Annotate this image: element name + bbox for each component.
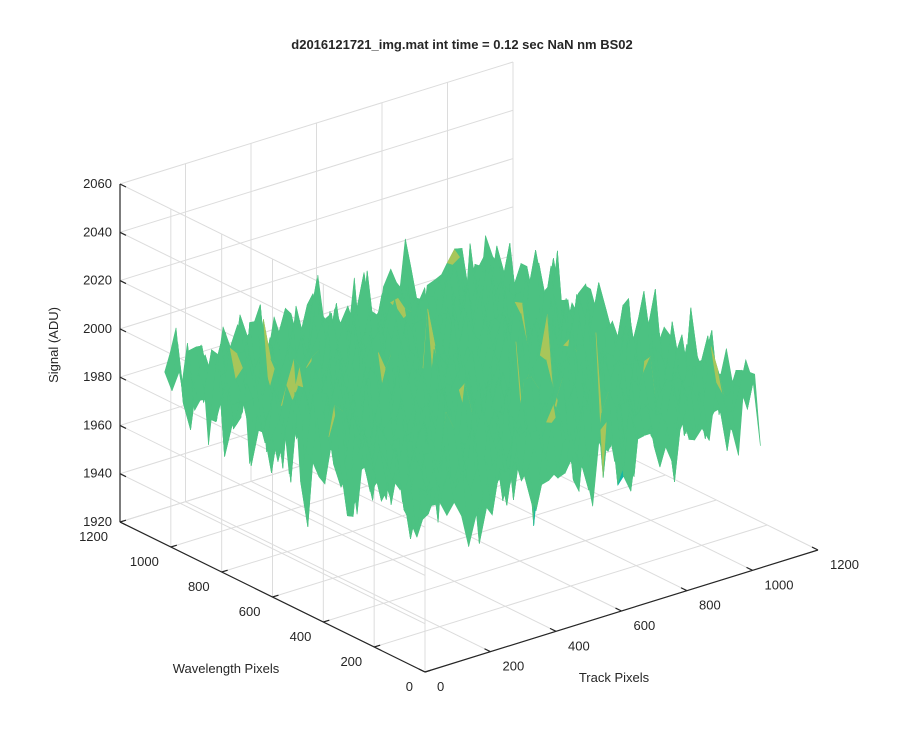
- grid-line: [119, 109, 514, 233]
- grid-line: [119, 61, 514, 185]
- grid-line: [323, 499, 717, 623]
- z-tick-label: 2020: [83, 273, 112, 288]
- z-tick-label: 2060: [83, 176, 112, 191]
- z-tick: [119, 328, 127, 333]
- z-tick: [119, 473, 127, 478]
- grid-line: [374, 524, 768, 648]
- chart-title: d2016121721_img.mat int time = 0.12 sec …: [291, 37, 632, 52]
- z-tick-label: 2000: [83, 321, 112, 336]
- x-tick: [418, 668, 426, 673]
- x-tick-label: 1200: [830, 557, 859, 572]
- surface: [164, 235, 761, 547]
- z-tick-label: 2040: [83, 224, 112, 239]
- y-tick-label: 1200: [79, 529, 108, 544]
- grid-line: [119, 473, 426, 625]
- tick-labels: 1920194019601980200020202040206002004006…: [79, 176, 859, 694]
- z-tick: [119, 521, 127, 526]
- z-tick-label: 1940: [83, 466, 112, 481]
- grid-line: [119, 424, 426, 576]
- x-tick: [811, 546, 819, 551]
- y-tick-label: 0: [406, 679, 413, 694]
- grid-line: [119, 158, 514, 282]
- grid-line: [119, 206, 514, 330]
- x-tick: [615, 607, 622, 612]
- z-tick: [119, 280, 127, 285]
- x-tick-label: 0: [437, 679, 444, 694]
- z-tick-label: 1920: [83, 514, 112, 529]
- z-tick: [119, 183, 127, 188]
- y-tick: [119, 519, 127, 523]
- y-tick-label: 200: [340, 654, 362, 669]
- z-tick: [119, 231, 127, 236]
- x-axis-label: Track Pixels: [579, 670, 650, 685]
- axes: [119, 183, 819, 673]
- y-tick: [323, 619, 330, 623]
- y-tick-label: 600: [239, 604, 261, 619]
- y-tick: [272, 594, 279, 598]
- x-tick: [484, 648, 491, 653]
- y-tick: [424, 669, 432, 673]
- surface-patch: [747, 374, 761, 446]
- x-tick: [680, 587, 688, 592]
- y-tick-label: 800: [188, 579, 210, 594]
- x-tick-label: 800: [699, 598, 721, 613]
- y-tick-label: 1000: [130, 554, 159, 569]
- grid-line: [119, 183, 426, 335]
- y-tick: [221, 569, 228, 573]
- x-tick-label: 1000: [765, 577, 794, 592]
- x-tick-label: 200: [503, 659, 525, 674]
- x-tick: [746, 566, 753, 571]
- z-tick-label: 1960: [83, 417, 112, 432]
- y-tick-label: 400: [290, 629, 312, 644]
- x-tick: [549, 627, 557, 632]
- y-axis-label: Wavelength Pixels: [173, 661, 280, 676]
- z-axis-label: Signal (ADU): [46, 307, 61, 383]
- z-tick: [119, 424, 127, 429]
- z-tick: [119, 376, 127, 381]
- z-tick-label: 1980: [83, 369, 112, 384]
- y-tick: [373, 644, 381, 648]
- y-tick: [170, 544, 178, 548]
- x-tick-label: 600: [634, 618, 656, 633]
- x-tick-label: 400: [568, 638, 590, 653]
